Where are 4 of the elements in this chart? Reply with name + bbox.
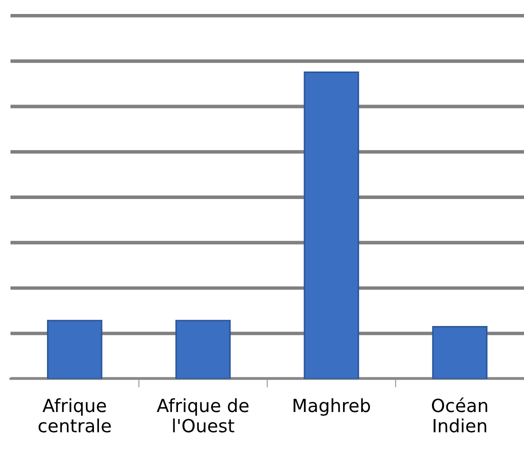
x-tick-label: Afrique de l'Ouest bbox=[156, 398, 248, 432]
x-tick-label: Maghreb bbox=[294, 398, 370, 416]
x-tick-label: Océan Indien bbox=[432, 398, 488, 432]
x-tick-label: Afrique centrale bbox=[38, 398, 111, 432]
